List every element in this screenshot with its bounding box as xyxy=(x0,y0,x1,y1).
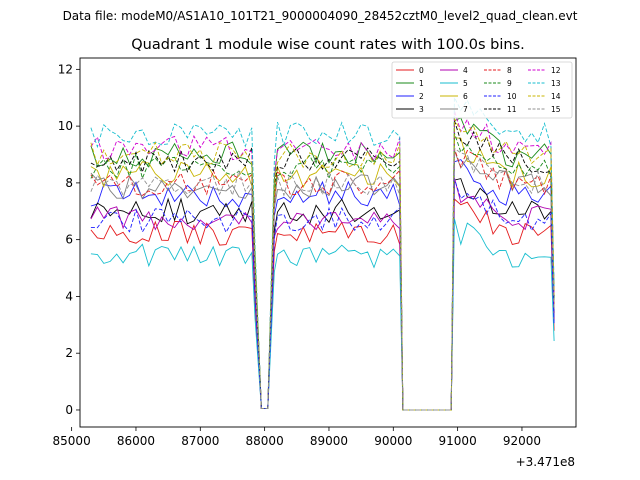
x-tick-label: 86000 xyxy=(117,434,155,448)
series-line-14 xyxy=(90,118,555,411)
plot-frame xyxy=(79,57,577,428)
legend-label: 9 xyxy=(507,79,512,88)
series-line-7 xyxy=(90,150,555,411)
y-tick-label: 8 xyxy=(65,176,73,190)
y-axis: 0 2 4 6 8 10 12 xyxy=(58,62,80,417)
legend-label: 11 xyxy=(507,105,517,114)
series-line-10 xyxy=(90,178,555,411)
legend-label: 7 xyxy=(463,105,468,114)
legend-label: 5 xyxy=(463,79,468,88)
series-line-11 xyxy=(90,120,555,411)
legend-label: 2 xyxy=(419,92,424,101)
x-tick-label: 92000 xyxy=(503,434,541,448)
legend-label: 4 xyxy=(463,66,468,75)
y-tick-label: 12 xyxy=(58,62,73,76)
series-line-2 xyxy=(90,159,555,411)
y-tick-label: 2 xyxy=(65,346,73,360)
legend-label: 6 xyxy=(463,92,468,101)
legend-box xyxy=(391,61,573,119)
x-tick-label: 87000 xyxy=(181,434,219,448)
legend-label: 0 xyxy=(419,66,424,75)
y-tick-label: 4 xyxy=(65,289,73,303)
x-tick-label: 90000 xyxy=(374,434,412,448)
series-line-4 xyxy=(90,177,555,411)
legend-label: 10 xyxy=(507,92,517,101)
series-line-0 xyxy=(90,198,555,411)
legend-label: 15 xyxy=(551,105,561,114)
legend-label: 14 xyxy=(551,92,561,101)
figure-suptitle: Data file: modeM0/AS1A10_101T21_90000040… xyxy=(63,9,578,23)
legend-label: 1 xyxy=(419,79,424,88)
y-tick-label: 6 xyxy=(65,233,73,247)
y-tick-label: 10 xyxy=(58,119,73,133)
series-layer xyxy=(90,97,555,411)
series-line-8 xyxy=(90,148,555,411)
y-tick-label: 0 xyxy=(65,403,73,417)
chart-title: Quadrant 1 module wise count rates with … xyxy=(131,37,525,53)
x-axis: 85000 86000 87000 88000 89000 90000 91000 92000 xyxy=(53,427,541,448)
x-offset-label: +3.471e8 xyxy=(516,455,575,469)
series-line-1 xyxy=(90,117,555,411)
legend-label: 3 xyxy=(419,105,424,114)
x-tick-label: 88000 xyxy=(246,434,284,448)
legend-label: 13 xyxy=(551,79,561,88)
x-tick-label: 91000 xyxy=(439,434,477,448)
series-line-12 xyxy=(90,110,555,411)
legend-label: 12 xyxy=(551,66,561,75)
series-line-9 xyxy=(90,132,555,411)
series-line-5 xyxy=(90,218,555,411)
legend-label: 8 xyxy=(507,66,512,75)
x-tick-label: 85000 xyxy=(53,434,91,448)
series-line-15 xyxy=(90,147,555,411)
x-tick-label: 89000 xyxy=(310,434,348,448)
